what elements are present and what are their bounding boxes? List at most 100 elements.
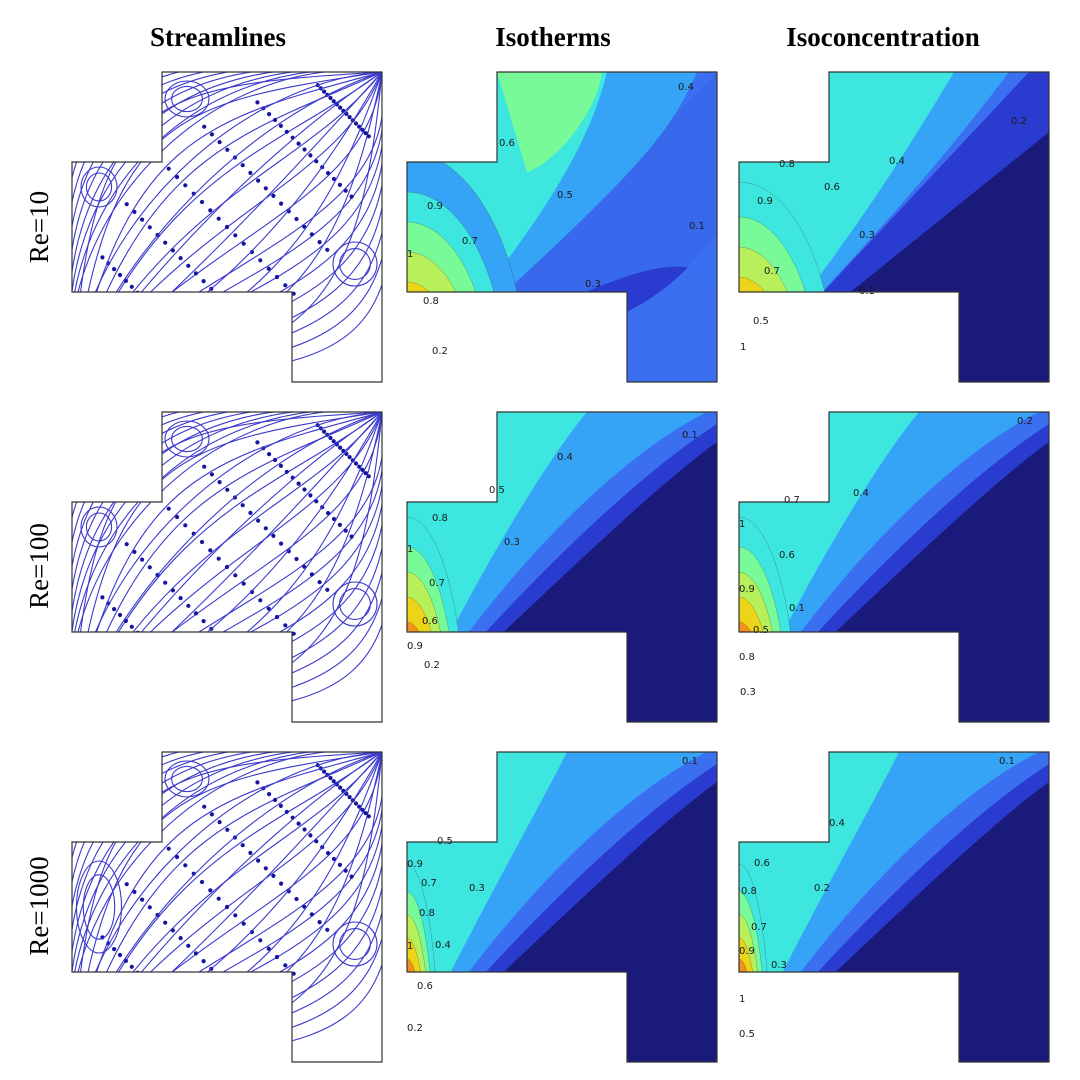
flow-arrow-marker [286, 549, 291, 554]
contour-label: 0.4 [435, 940, 451, 951]
corner-vortex [164, 760, 210, 798]
flow-arrow-marker [112, 607, 117, 612]
contour-band [739, 276, 790, 382]
corner-vortex [80, 506, 118, 548]
flow-arrow-marker [341, 448, 346, 453]
flow-arrow-marker [193, 951, 198, 956]
flow-arrow-marker [188, 683, 193, 688]
flow-arrow-marker [193, 271, 198, 276]
flow-arrow-marker [186, 943, 191, 948]
flow-arrow-marker [256, 518, 261, 523]
flow-arrow-marker [338, 445, 343, 450]
flow-arrow-marker [224, 302, 229, 307]
contour-label: 0.1 [689, 221, 705, 232]
flow-arrow-marker [118, 350, 123, 355]
flow-arrow-marker [102, 674, 107, 679]
flow-arrow-marker [165, 1000, 170, 1005]
contour-label: 0.6 [422, 616, 438, 627]
contour-label: 0.4 [829, 818, 845, 829]
flow-arrow-marker [317, 240, 322, 245]
flow-arrow-marker [314, 499, 319, 504]
contour-label: 1 [407, 941, 413, 952]
corner-vortex [332, 921, 378, 967]
flow-arrow-marker [166, 166, 171, 171]
flow-arrow-marker [279, 881, 284, 886]
flow-arrow-marker [216, 896, 221, 901]
flow-arrow-marker [92, 665, 97, 670]
flow-arrow-marker [83, 995, 88, 1000]
flow-arrow-marker [209, 132, 214, 137]
contour-label: 0.2 [1017, 416, 1033, 427]
contour-band [407, 356, 421, 382]
contour-label: 0.4 [557, 452, 573, 463]
flow-arrow-marker [99, 671, 104, 676]
flow-arrow-marker [341, 108, 346, 113]
flow-arrow-marker [347, 455, 352, 460]
flow-arrow-marker [328, 435, 333, 441]
flow-arrow-marker [232, 309, 237, 314]
flow-arrow-marker [209, 812, 214, 817]
flow-arrow-marker [325, 247, 330, 252]
flow-arrow-marker [153, 648, 158, 653]
contour-label: 0.1 [682, 756, 698, 767]
flow-arrow-marker [266, 946, 271, 951]
flow-arrow-marker [176, 1011, 182, 1017]
flow-arrow-marker [278, 803, 283, 808]
flow-arrow-marker [286, 209, 291, 214]
flow-arrow-marker [240, 503, 245, 508]
flow-arrow-marker [247, 1005, 252, 1010]
flow-arrow-marker [240, 163, 245, 168]
flow-arrow-marker [201, 619, 206, 624]
flow-arrow-marker [322, 429, 327, 434]
contour-label: 0.6 [779, 550, 795, 561]
flow-arrow-marker [283, 623, 288, 628]
panel-streamlines-row-2 [71, 411, 383, 723]
domain-outline [738, 411, 1050, 723]
contour-label: 0.3 [771, 960, 787, 971]
flow-arrow-marker [199, 879, 205, 885]
row-label-re100: Re=100 [24, 523, 54, 609]
flow-arrow-marker [296, 141, 301, 146]
flow-arrow-marker [134, 366, 139, 371]
contour-label: 0.3 [585, 279, 601, 290]
flow-arrow-marker [279, 201, 284, 206]
corner-vortex [332, 581, 378, 627]
contour-band [407, 958, 424, 1062]
contour-label: 0.9 [427, 201, 443, 212]
contour-band [739, 621, 768, 722]
flow-arrow-marker [83, 655, 88, 660]
flow-arrow-marker [170, 928, 175, 933]
flow-arrow-marker [241, 921, 246, 926]
flow-arrow-marker [284, 129, 289, 134]
flow-arrow-marker [247, 665, 252, 670]
flow-arrow-marker [127, 1040, 132, 1045]
flow-arrow-marker [233, 913, 238, 918]
flow-arrow-marker [308, 833, 313, 838]
corner-vortex [237, 674, 291, 716]
flow-arrow-marker [271, 873, 276, 878]
flow-arrow-marker [360, 127, 365, 132]
flow-arrow-marker [208, 888, 213, 893]
flow-arrow-marker [314, 159, 319, 164]
flow-arrow-marker [208, 208, 213, 213]
flow-arrow-marker [283, 283, 288, 288]
contour-band [407, 643, 430, 722]
flow-arrow-marker [92, 1005, 97, 1010]
flow-arrow-marker [100, 595, 105, 600]
flow-arrow-marker [131, 1043, 136, 1048]
flow-arrow-marker [331, 176, 337, 182]
flow-arrow-marker [347, 115, 352, 120]
flow-arrow-marker [274, 614, 280, 620]
flow-arrow-marker [124, 357, 129, 362]
flow-arrow-marker [95, 1008, 101, 1013]
domain-outline [406, 411, 718, 723]
flow-arrow-marker [272, 797, 278, 803]
flow-arrow-marker [111, 684, 116, 689]
flow-arrow-marker [166, 846, 171, 851]
flow-arrow-marker [147, 302, 152, 307]
flow-arrow-marker [134, 706, 139, 711]
flow-arrow-marker [124, 202, 129, 207]
flow-arrow-marker [224, 564, 230, 570]
flow-arrow-marker [302, 564, 307, 569]
contour-band [739, 326, 766, 382]
